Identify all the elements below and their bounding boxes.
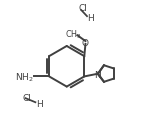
- Text: H: H: [88, 14, 94, 23]
- Text: CH$_3$: CH$_3$: [66, 29, 82, 41]
- Text: O: O: [82, 38, 89, 47]
- Text: NH$_2$: NH$_2$: [15, 71, 33, 83]
- Text: H: H: [36, 99, 43, 108]
- Text: N: N: [94, 70, 100, 79]
- Text: Cl: Cl: [78, 4, 87, 13]
- Text: Cl: Cl: [23, 93, 31, 102]
